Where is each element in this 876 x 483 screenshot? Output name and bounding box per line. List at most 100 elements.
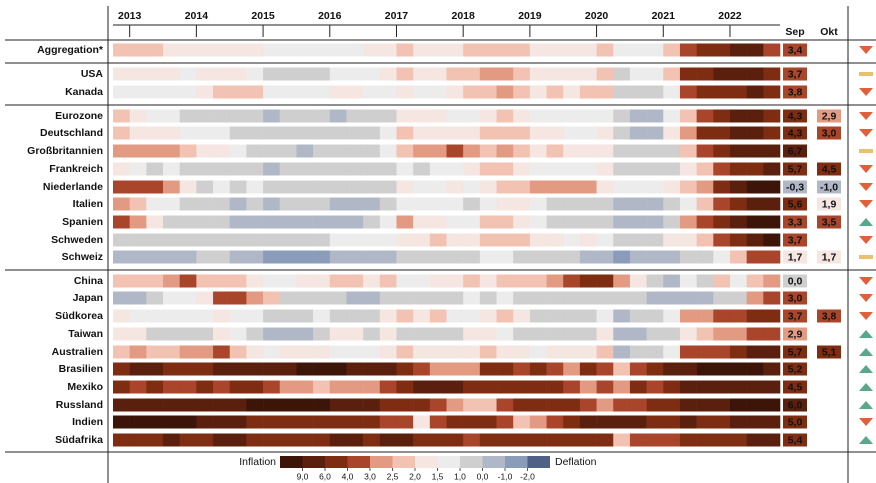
heat-cell (679, 67, 697, 81)
heat-cell (113, 362, 130, 376)
heat-cell (213, 85, 231, 99)
heat-cell (596, 415, 614, 429)
heat-cell (413, 233, 431, 247)
heat-cell (579, 126, 597, 140)
heat-cell (163, 345, 180, 359)
heat-cell (129, 380, 147, 394)
heat-cell (663, 215, 681, 229)
heat-cell (279, 309, 297, 323)
trend-down (859, 200, 873, 208)
heat-cell (313, 398, 331, 412)
heat-cell (146, 197, 164, 211)
heat-cell (713, 398, 731, 412)
heat-cell (496, 126, 514, 140)
heat-cell (346, 144, 364, 158)
heat-cell (363, 433, 381, 447)
heat-cell (179, 180, 197, 194)
heat-cell (696, 233, 714, 247)
heat-cell (279, 67, 297, 81)
row-label: Südafrika (55, 434, 103, 446)
heat-cell (729, 197, 747, 211)
heat-cell (246, 291, 264, 305)
heat-cell (379, 215, 397, 229)
heat-cell (496, 215, 514, 229)
row-label: Kanada (65, 86, 103, 98)
heat-cell (113, 250, 130, 264)
heat-cell (179, 109, 197, 123)
heat-cell (496, 43, 514, 57)
heat-cell (746, 398, 764, 412)
heat-cell (613, 433, 631, 447)
heat-cell (279, 85, 297, 99)
heat-cell (263, 380, 281, 394)
heat-cell (463, 233, 481, 247)
heat-cell (646, 345, 664, 359)
heat-cell (146, 398, 164, 412)
heat-cell (163, 144, 180, 158)
heat-cell (546, 233, 564, 247)
heat-cell (396, 85, 414, 99)
heat-cell (746, 274, 764, 288)
heat-cell (763, 309, 781, 323)
heat-cell (113, 309, 130, 323)
heat-cell (546, 215, 564, 229)
heat-cell (513, 291, 531, 305)
heat-cell (446, 274, 464, 288)
heat-cell (146, 380, 164, 394)
heat-cell (396, 43, 414, 57)
heat-cell (279, 233, 297, 247)
heat-cell (663, 291, 681, 305)
legend-tick-label: 9,0 (297, 471, 309, 481)
heat-cell (429, 215, 447, 229)
heat-cell (429, 250, 447, 264)
value-cell (817, 197, 841, 211)
row-label: Großbritannien (27, 145, 103, 157)
heat-cell (279, 433, 297, 447)
trend-down (859, 312, 873, 320)
heat-cell (329, 274, 347, 288)
legend-swatch (505, 456, 528, 468)
heat-cell (529, 415, 547, 429)
heat-cell (146, 345, 164, 359)
heat-cell (179, 345, 197, 359)
heat-cell (296, 126, 314, 140)
heat-cell (446, 67, 464, 81)
heat-cell (663, 433, 681, 447)
heat-cell (246, 215, 264, 229)
value-label: 5,4 (788, 434, 803, 446)
row-label: USA (81, 68, 104, 80)
heat-cell (263, 415, 281, 429)
heat-cell (246, 274, 264, 288)
heat-cell (529, 85, 547, 99)
heat-cell (163, 197, 180, 211)
heat-cell (713, 43, 731, 57)
heat-cell (746, 162, 764, 176)
heat-cell (313, 180, 331, 194)
heat-cell (196, 144, 214, 158)
heat-cell (596, 43, 614, 57)
heat-cell (679, 109, 697, 123)
heat-cell (296, 197, 314, 211)
value-label: 1,7 (788, 251, 803, 263)
heat-cell (163, 67, 180, 81)
heat-cell (429, 85, 447, 99)
heat-cell (163, 415, 180, 429)
row-label: Schweden (51, 234, 103, 246)
heat-cell (546, 345, 564, 359)
heat-cell (663, 180, 681, 194)
heat-cell (429, 415, 447, 429)
heat-cell (579, 345, 597, 359)
heat-cell (229, 180, 247, 194)
heat-cell (429, 362, 447, 376)
heat-cell (496, 180, 514, 194)
heat-cell (296, 380, 314, 394)
heat-cell (229, 250, 247, 264)
heat-cell (146, 215, 164, 229)
heat-cell (763, 362, 781, 376)
heat-cell (696, 380, 714, 394)
heat-cell (196, 415, 214, 429)
heat-cell (196, 274, 214, 288)
heat-cell (563, 180, 581, 194)
heat-cell (313, 43, 331, 57)
heat-cell (563, 233, 581, 247)
